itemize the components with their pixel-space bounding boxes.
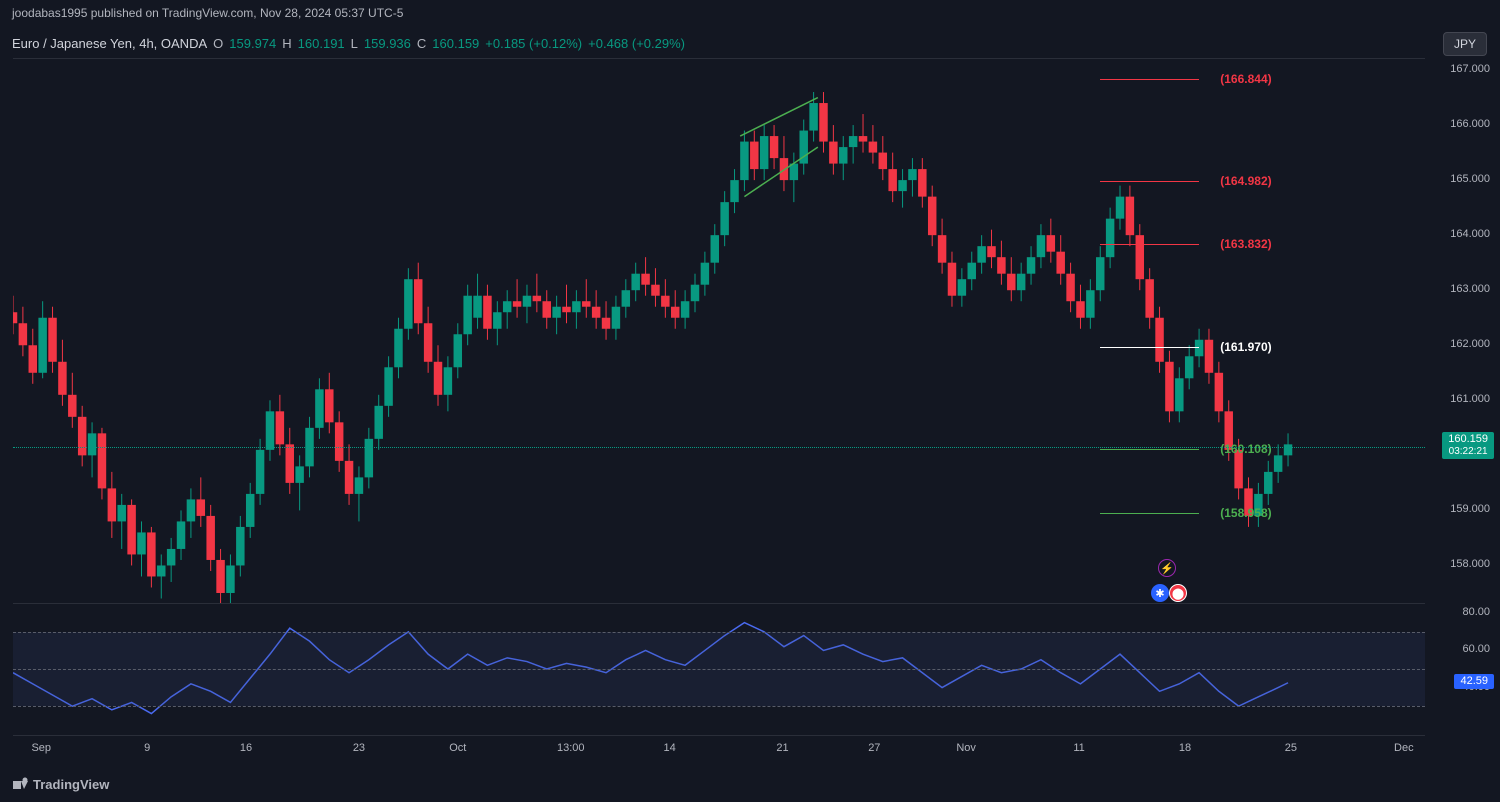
time-tick: 27 xyxy=(868,742,880,754)
price-level-label: (166.844) xyxy=(1220,72,1271,86)
price-level-line[interactable] xyxy=(1100,79,1199,80)
time-tick: Sep xyxy=(31,742,51,754)
price-level-label: (164.982) xyxy=(1220,174,1271,188)
time-tick: 21 xyxy=(776,742,788,754)
rsi-lower-line xyxy=(13,706,1425,707)
publish-info: joodabas1995 published on TradingView.co… xyxy=(12,6,403,20)
time-tick: 18 xyxy=(1179,742,1191,754)
price-level-line[interactable] xyxy=(1100,181,1199,182)
indicator-axis[interactable]: 80.0060.0040.0042.59 xyxy=(1428,603,1500,733)
price-level-label: (163.832) xyxy=(1220,237,1271,251)
symbol-row: Euro / Japanese Yen, 4h, OANDA O 159.974… xyxy=(12,36,685,51)
indicator-chart[interactable] xyxy=(13,603,1425,733)
ohlc-chg1: +0.185 (+0.12%) xyxy=(485,36,582,51)
time-tick: 11 xyxy=(1073,742,1084,754)
rsi-mid-line xyxy=(13,669,1425,670)
gear-icon[interactable]: ✱ xyxy=(1151,584,1169,602)
price-tick: 167.000 xyxy=(1450,63,1490,75)
candlestick-svg xyxy=(13,59,1425,604)
price-tick: 164.000 xyxy=(1450,228,1490,240)
price-tick: 166.000 xyxy=(1450,118,1490,130)
ohlc-o-label: O xyxy=(213,36,223,51)
price-tick: 162.000 xyxy=(1450,338,1490,350)
time-tick: 25 xyxy=(1285,742,1297,754)
price-level-line[interactable] xyxy=(1100,513,1199,514)
bolt-icon[interactable]: ⚡ xyxy=(1158,559,1176,577)
price-level-line[interactable] xyxy=(1100,449,1199,450)
price-tick: 158.000 xyxy=(1450,558,1490,570)
rsi-upper-line xyxy=(13,632,1425,633)
ohlc-chg2: +0.468 (+0.29%) xyxy=(588,36,685,51)
time-tick: 13:00 xyxy=(557,742,585,754)
time-tick: 23 xyxy=(353,742,365,754)
price-level-line[interactable] xyxy=(1100,244,1199,245)
price-tick: 165.000 xyxy=(1450,173,1490,185)
price-axis[interactable]: 167.000 166.000 165.000 164.000 163.000 162.0… xyxy=(1428,58,1500,603)
time-tick: 14 xyxy=(663,742,675,754)
price-level-label: (158.958) xyxy=(1220,506,1271,520)
time-axis[interactable]: Sep91623Oct13:00142127Nov111825Dec916 xyxy=(13,735,1425,765)
main-chart[interactable]: (166.844) (164.982) (163.832) (161.970) (160… xyxy=(13,58,1425,603)
time-tick: Oct xyxy=(449,742,466,754)
flag-icon[interactable]: ⬤ xyxy=(1169,584,1187,602)
time-tick: 16 xyxy=(240,742,252,754)
price-tick: 159.000 xyxy=(1450,503,1490,515)
indicator-tick: 80.00 xyxy=(1462,606,1490,618)
ohlc-h-val: 160.191 xyxy=(298,36,345,51)
price-level-line[interactable] xyxy=(1100,347,1199,348)
currency-button[interactable]: JPY xyxy=(1443,32,1487,56)
time-tick: 9 xyxy=(144,742,150,754)
indicator-tick: 60.00 xyxy=(1462,643,1490,655)
tradingview-logo-icon xyxy=(13,777,29,792)
indicator-value-badge: 42.59 xyxy=(1454,674,1494,689)
price-tick: 163.000 xyxy=(1450,283,1490,295)
tradingview-text: TradingView xyxy=(33,777,109,792)
tradingview-watermark[interactable]: TradingView xyxy=(13,777,109,792)
price-level-label: (160.108) xyxy=(1220,442,1271,456)
price-level-label: (161.970) xyxy=(1220,340,1271,354)
ohlc-c-label: C xyxy=(417,36,426,51)
symbol-pair[interactable]: Euro / Japanese Yen, 4h, OANDA xyxy=(12,36,207,51)
current-price-badge: 160.15903:22:21 xyxy=(1442,432,1494,459)
ohlc-l-label: L xyxy=(351,36,358,51)
price-tick: 161.000 xyxy=(1450,393,1490,405)
ohlc-h-label: H xyxy=(282,36,291,51)
ohlc-l-val: 159.936 xyxy=(364,36,411,51)
time-tick: Nov xyxy=(956,742,976,754)
ohlc-c-val: 160.159 xyxy=(432,36,479,51)
ohlc-o-val: 159.974 xyxy=(229,36,276,51)
time-tick: Dec xyxy=(1394,742,1414,754)
current-price-line xyxy=(13,447,1425,448)
